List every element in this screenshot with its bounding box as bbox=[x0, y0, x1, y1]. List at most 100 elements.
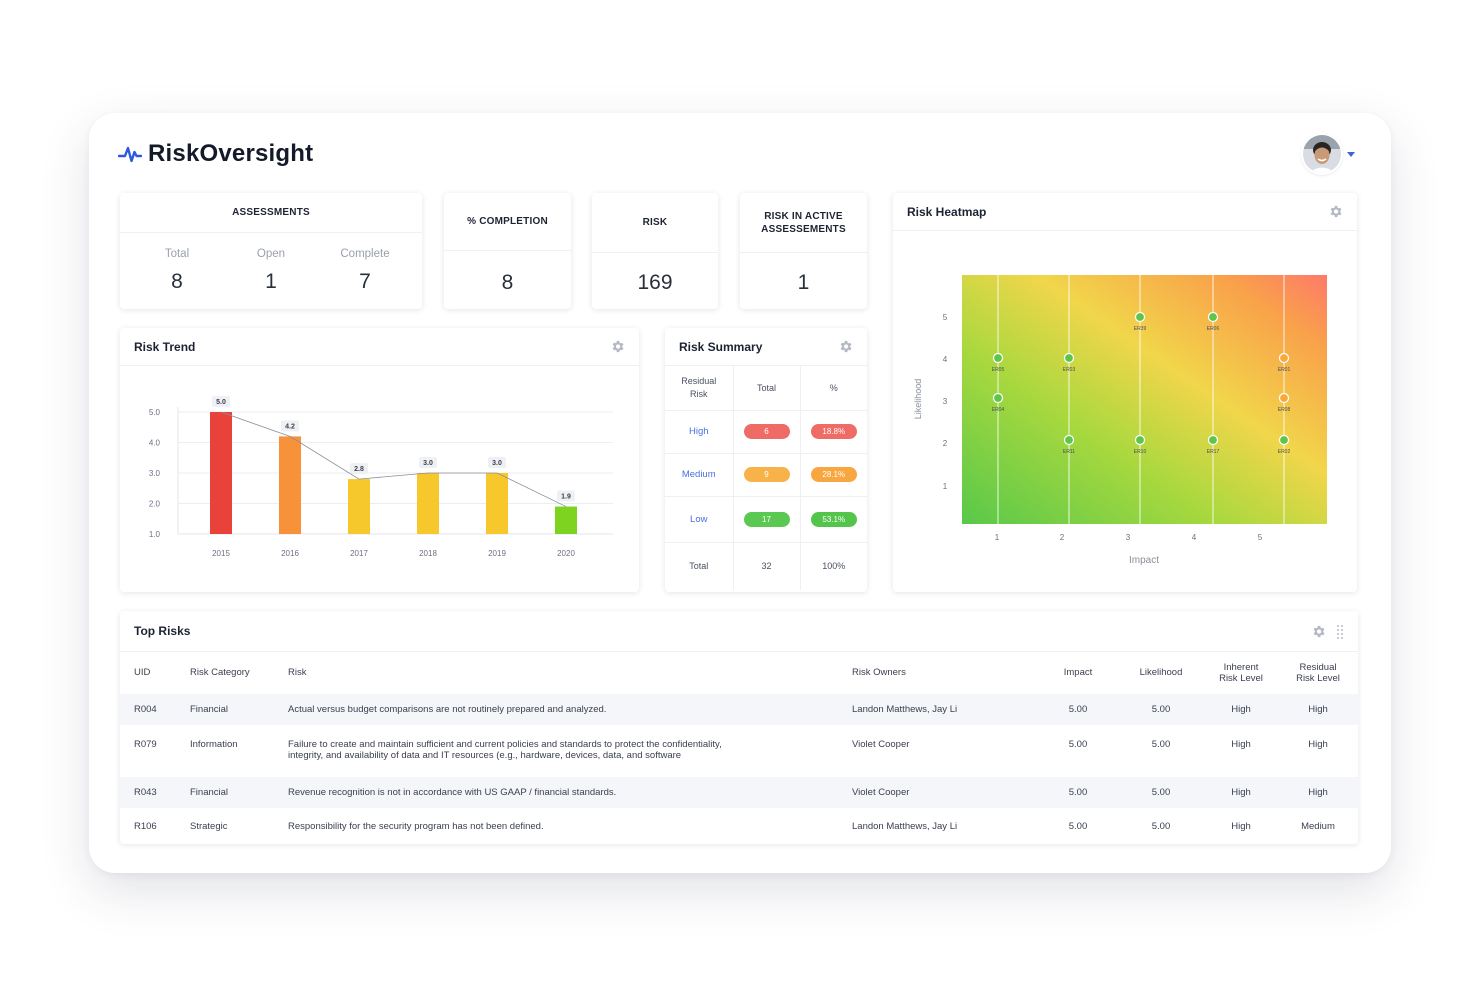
row-inherent-level: High bbox=[1204, 776, 1278, 808]
summary-level-label: High bbox=[665, 410, 734, 454]
trend-bar[interactable] bbox=[210, 412, 232, 534]
value-label: 3.0 bbox=[492, 460, 502, 467]
total-header: Total bbox=[733, 366, 801, 411]
col-likelihood[interactable]: Likelihood bbox=[1139, 667, 1183, 679]
pulse-logo-icon bbox=[118, 146, 142, 163]
residual-risk-header: Residual Risk bbox=[665, 366, 734, 411]
risk-point[interactable] bbox=[1063, 352, 1075, 364]
row-impact: 5.00 bbox=[1068, 821, 1088, 832]
value-label-bg bbox=[281, 420, 299, 432]
user-menu[interactable] bbox=[1303, 135, 1355, 173]
row-uid: R079 bbox=[134, 738, 157, 750]
risk-heatmap-panel: Risk Heatmap 1 2 3 4 5 1 2 3 4 5 Impact Likelihood E… bbox=[893, 193, 1357, 592]
row-residual-level: High bbox=[1308, 738, 1328, 750]
risk-point[interactable] bbox=[1278, 392, 1290, 404]
risk-point[interactable] bbox=[1134, 311, 1146, 323]
residual-header-line2: Risk bbox=[690, 388, 708, 399]
risk-summary-table: Residual Risk Total % High 6 18.8% Mediu… bbox=[665, 366, 867, 590]
risk-point-label: ER06 bbox=[1207, 326, 1220, 332]
risk-point-label: ER17 bbox=[1207, 449, 1220, 455]
risk-point[interactable] bbox=[1207, 311, 1219, 323]
risk-point[interactable] bbox=[1207, 434, 1219, 446]
active-risk-value: 1 bbox=[797, 271, 810, 294]
table-row[interactable]: R004 Financial Actual versus budget comp… bbox=[120, 693, 1358, 725]
table-row[interactable]: R043 Financial Revenue recognition is no… bbox=[120, 776, 1358, 808]
row-impact: 5.00 bbox=[1038, 776, 1118, 808]
percent-header: % bbox=[800, 366, 867, 411]
summary-level-label: Medium bbox=[665, 453, 734, 497]
trend-bar[interactable] bbox=[417, 473, 439, 534]
active-risk-title: RISK IN ACTIVE ASSESSEMENTS bbox=[740, 193, 867, 253]
drag-handle-icon[interactable] bbox=[1336, 624, 1344, 639]
heatmap-gradient bbox=[962, 275, 1327, 524]
table-row[interactable]: R079 Information Failure to create and m… bbox=[120, 725, 1358, 777]
risk-point[interactable] bbox=[1278, 434, 1290, 446]
active-risk-card: RISK IN ACTIVE ASSESSEMENTS 1 bbox=[740, 193, 867, 309]
risk-heatmap-title: Risk Heatmap bbox=[907, 204, 987, 219]
x-tick-label: 2018 bbox=[419, 549, 437, 558]
assessments-open-label: Open bbox=[256, 248, 286, 260]
x-tick-label: 2016 bbox=[281, 549, 299, 558]
x-tick-label: 4 bbox=[1192, 533, 1197, 542]
risk-point[interactable] bbox=[992, 352, 1004, 364]
trend-bar[interactable] bbox=[348, 479, 370, 534]
gear-icon[interactable] bbox=[1311, 624, 1326, 639]
row-owners: Violet Cooper bbox=[838, 776, 1038, 808]
user-avatar[interactable] bbox=[1303, 135, 1341, 173]
col-inherent[interactable]: Inherent Risk Level bbox=[1204, 652, 1278, 694]
y-tick-label: 1.0 bbox=[149, 530, 161, 539]
risk-summary-title: Risk Summary bbox=[679, 339, 763, 354]
col-residual-line1: Residual bbox=[1299, 661, 1337, 673]
trend-bar[interactable] bbox=[486, 473, 508, 534]
col-uid[interactable]: UID bbox=[134, 667, 151, 679]
gear-icon[interactable] bbox=[838, 339, 853, 354]
risk-point-label: ER11 bbox=[1063, 449, 1075, 455]
gear-icon[interactable] bbox=[610, 339, 625, 354]
gear-icon[interactable] bbox=[1328, 204, 1343, 219]
col-inherent-line2: Risk Level bbox=[1219, 672, 1263, 684]
risk-point[interactable] bbox=[1134, 434, 1146, 446]
y-tick-label: 3.0 bbox=[149, 469, 161, 478]
risk-point[interactable] bbox=[1278, 352, 1290, 364]
row-impact: 5.00 bbox=[1038, 693, 1118, 725]
value-label: 4.2 bbox=[285, 423, 295, 430]
completion-value: 8 bbox=[501, 271, 514, 294]
col-owners[interactable]: Risk Owners bbox=[852, 667, 906, 679]
risk-point-label: ER05 bbox=[992, 367, 1005, 373]
col-residual[interactable]: Residual Risk Level bbox=[1278, 652, 1358, 694]
summary-pct-pill: 18.8% bbox=[810, 424, 857, 439]
trend-bar[interactable] bbox=[279, 436, 301, 534]
col-category[interactable]: Risk Category bbox=[190, 667, 250, 679]
row-owners: Landon Matthews, Jay Li bbox=[838, 693, 1038, 725]
risk-card: RISK 169 bbox=[592, 193, 718, 309]
active-risk-title-line2: ASSESSEMENTS bbox=[761, 223, 846, 235]
summary-pct-pill: 53.1% bbox=[810, 511, 857, 527]
assessments-card: ASSESSMENTS Total 8 Open 1 Complete 7 bbox=[120, 193, 422, 309]
risk-point[interactable] bbox=[992, 392, 1004, 404]
col-risk[interactable]: Risk bbox=[288, 667, 307, 679]
assessments-title: ASSESSMENTS bbox=[120, 193, 422, 233]
assessments-complete-label: Complete bbox=[340, 248, 390, 260]
value-label: 5.0 bbox=[216, 399, 226, 406]
top-risks-title: Top Risks bbox=[134, 624, 191, 638]
risk-point[interactable] bbox=[1063, 434, 1075, 446]
chevron-down-icon[interactable] bbox=[1347, 151, 1355, 157]
col-inherent-line1: Inherent bbox=[1223, 661, 1259, 673]
summary-level-label: Low bbox=[665, 496, 734, 543]
trend-bar[interactable] bbox=[555, 506, 577, 534]
row-inherent-level: High bbox=[1231, 738, 1251, 750]
row-risk: Failure to create and maintain sufficien… bbox=[288, 738, 722, 761]
x-tick-label: 5 bbox=[1258, 533, 1263, 542]
value-label-bg bbox=[488, 457, 506, 468]
app-logo[interactable]: RiskOversight bbox=[118, 140, 313, 168]
row-uid: R004 bbox=[120, 693, 176, 725]
col-impact[interactable]: Impact bbox=[1063, 667, 1093, 679]
value-label-bg bbox=[557, 490, 575, 502]
summary-total-pill: 9 bbox=[743, 467, 790, 482]
row-owners: Landon Matthews, Jay Li bbox=[852, 821, 958, 832]
value-label-bg bbox=[212, 396, 230, 407]
top-risks-table: UID Risk Category Risk Risk Owners Impac… bbox=[120, 651, 1358, 846]
table-row[interactable]: R106 Strategic Responsibility for the se… bbox=[120, 808, 1358, 846]
row-uid: R043 bbox=[120, 776, 176, 808]
row-category: Strategic bbox=[190, 821, 228, 832]
